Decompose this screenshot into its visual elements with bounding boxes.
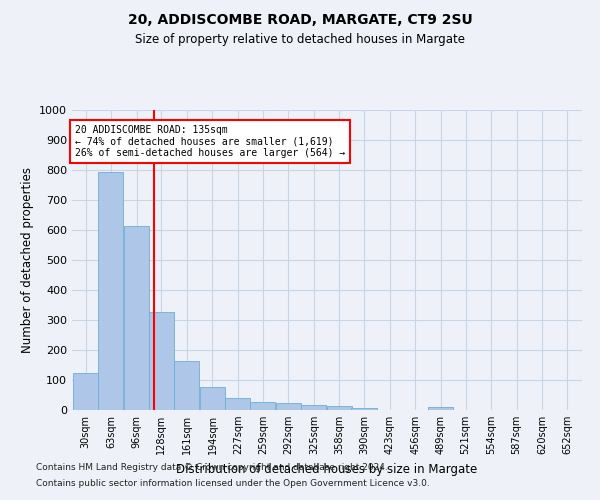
Text: Contains public sector information licensed under the Open Government Licence v3: Contains public sector information licen… xyxy=(36,478,430,488)
Bar xyxy=(149,312,174,410)
Bar xyxy=(225,398,250,410)
Bar xyxy=(352,408,377,410)
Bar xyxy=(326,406,352,410)
Text: Contains HM Land Registry data © Crown copyright and database right 2024.: Contains HM Land Registry data © Crown c… xyxy=(36,464,388,472)
Text: Size of property relative to detached houses in Margate: Size of property relative to detached ho… xyxy=(135,32,465,46)
Bar xyxy=(98,172,124,410)
Y-axis label: Number of detached properties: Number of detached properties xyxy=(20,167,34,353)
Bar xyxy=(428,407,453,410)
Text: 20, ADDISCOMBE ROAD, MARGATE, CT9 2SU: 20, ADDISCOMBE ROAD, MARGATE, CT9 2SU xyxy=(128,12,472,26)
X-axis label: Distribution of detached houses by size in Margate: Distribution of detached houses by size … xyxy=(176,462,478,475)
Bar xyxy=(275,404,301,410)
Bar xyxy=(301,405,326,410)
Bar xyxy=(250,402,275,410)
Bar xyxy=(73,372,98,410)
Bar xyxy=(200,386,225,410)
Bar xyxy=(124,226,149,410)
Text: 20 ADDISCOMBE ROAD: 135sqm
← 74% of detached houses are smaller (1,619)
26% of s: 20 ADDISCOMBE ROAD: 135sqm ← 74% of deta… xyxy=(75,125,346,158)
Bar xyxy=(174,362,199,410)
